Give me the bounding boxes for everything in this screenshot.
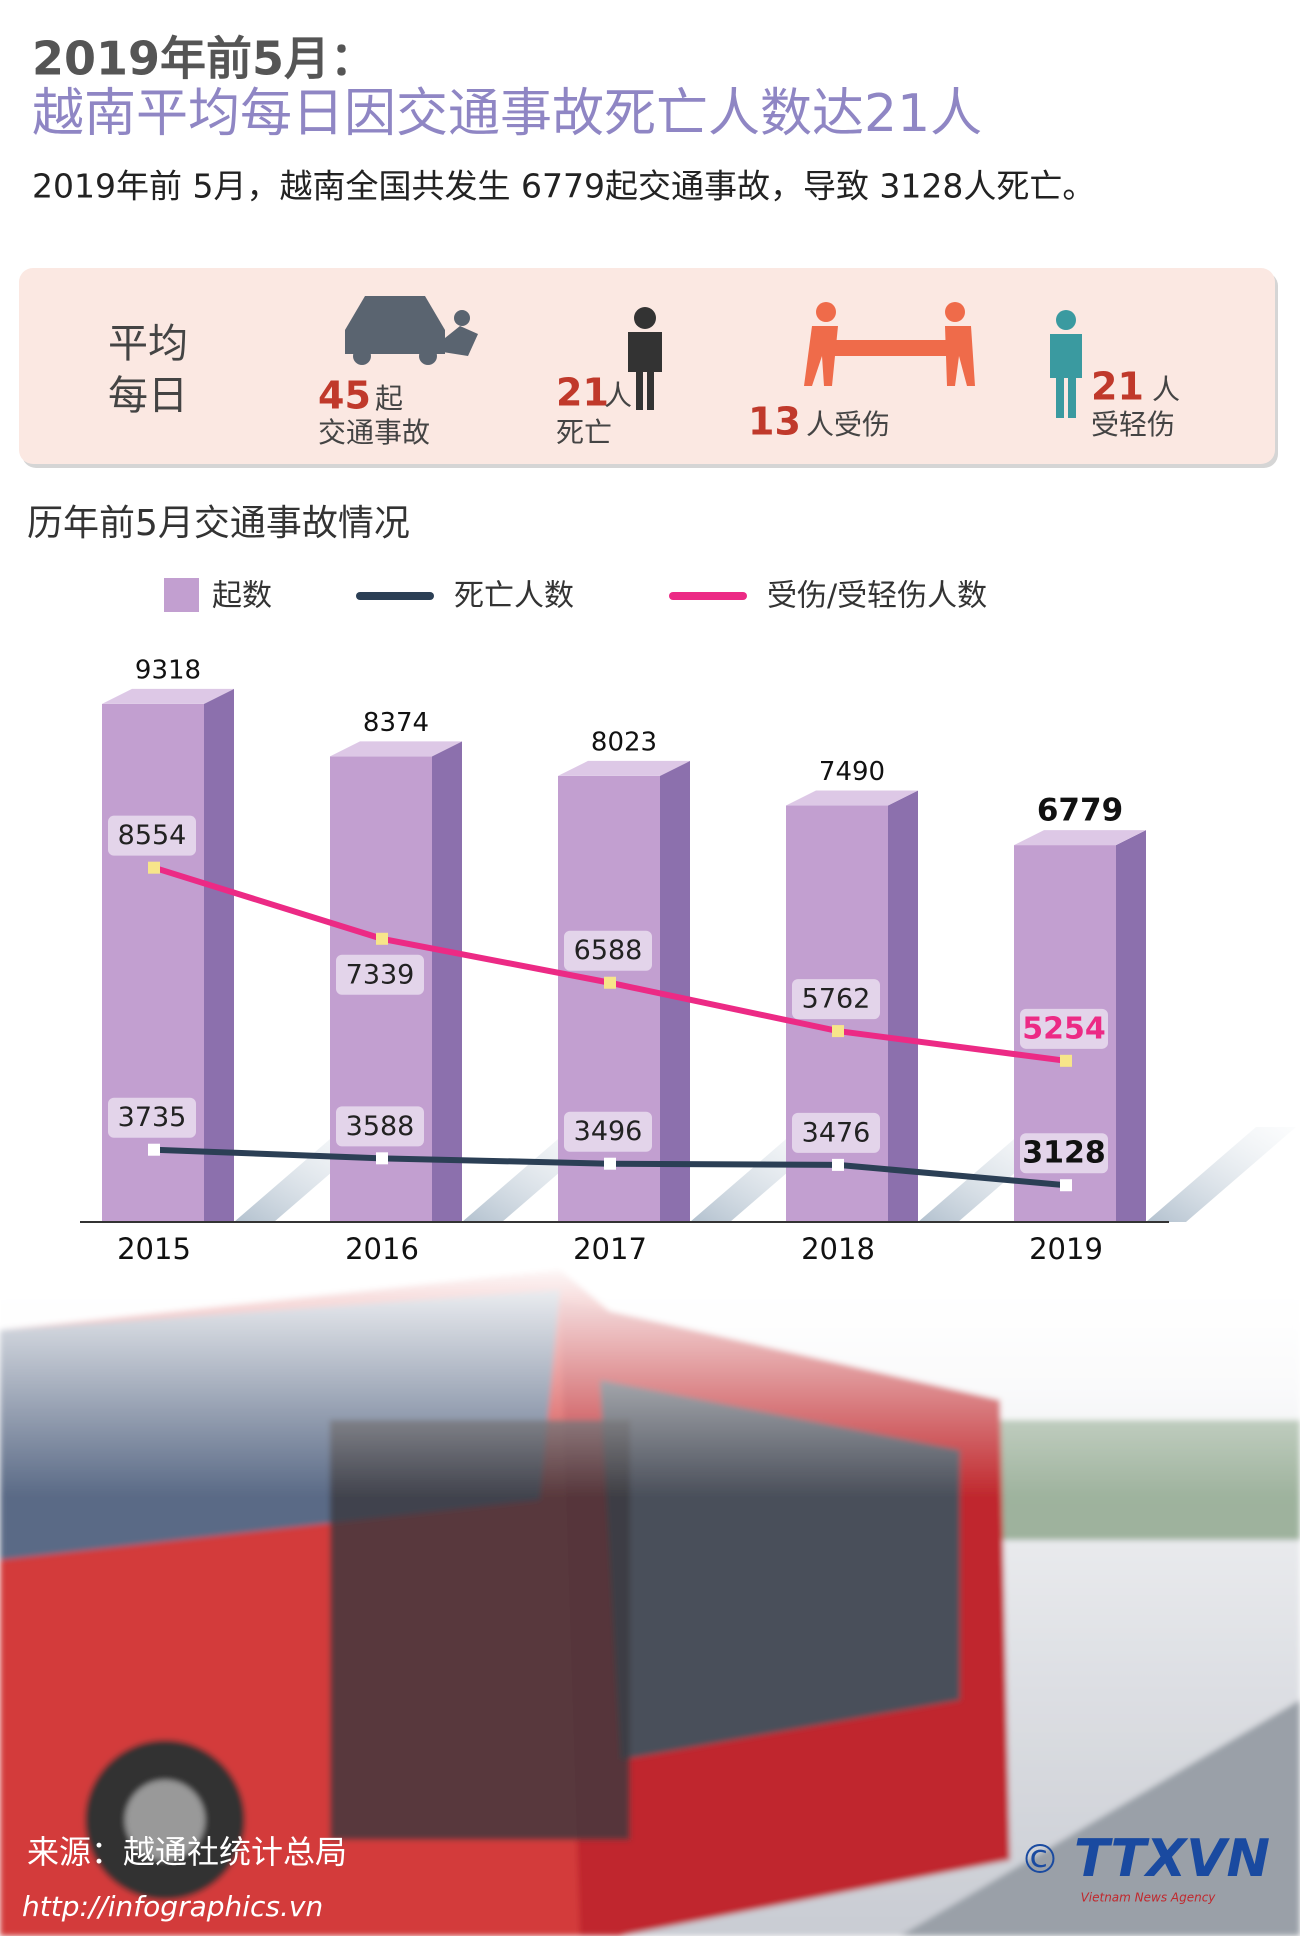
daily-label: 平均 — [108, 321, 188, 367]
bar-side — [204, 688, 234, 1222]
daily-unit: 人 — [1152, 373, 1180, 406]
x-tick-label: 2019 — [1029, 1232, 1103, 1266]
data-label: 3496 — [574, 1116, 643, 1147]
label-box — [564, 930, 652, 971]
daily-caption: 交通事故 — [318, 416, 430, 449]
photo — [0, 1260, 1300, 1936]
label-box — [792, 979, 880, 1020]
label-box — [336, 954, 424, 995]
point-marker — [604, 1157, 616, 1170]
daily-caption: 受轻伤 — [1091, 408, 1175, 441]
legend-label: 起数 — [212, 579, 272, 614]
data-label: 7339 — [346, 959, 415, 990]
point-marker — [376, 932, 388, 945]
label-box — [564, 1111, 652, 1152]
bar-top — [558, 760, 690, 776]
subtitle: 2019年前 5月，越南全国共发生 6779起交通事故，导致 3128人死亡。 — [32, 167, 1095, 206]
label-box — [1020, 1008, 1108, 1049]
data-label: 7490 — [819, 757, 885, 787]
daily-number: 13 — [748, 400, 801, 444]
point-marker — [376, 1152, 388, 1165]
bar-top — [1014, 830, 1146, 846]
data-label: 3735 — [118, 1102, 187, 1133]
data-label: 5762 — [802, 984, 871, 1015]
daily-number: 45 — [318, 374, 371, 418]
data-label: 3476 — [802, 1117, 871, 1148]
bar-side — [432, 741, 462, 1222]
data-label: 8374 — [363, 708, 429, 738]
url: http://infographics.vn — [22, 1890, 323, 1923]
point-marker — [832, 1025, 844, 1038]
title-line1: 2019年前5月： — [32, 32, 376, 86]
daily-number: 21 — [1091, 365, 1144, 409]
legend-swatch — [164, 578, 199, 612]
title-line2: 越南平均每日因交通事故死亡人数达21人 — [32, 84, 982, 144]
daily-unit: 起 — [375, 382, 403, 415]
copyright: © — [1020, 1837, 1060, 1883]
agency: Vietnam News Agency — [1081, 1891, 1217, 1905]
chart: 起数 死亡人数 受伤/受轻伤人数 9318 8374 8023 7490 6779 3735 35… — [80, 578, 1296, 1266]
daily-caption: 死亡 — [556, 416, 612, 449]
car-icon — [345, 296, 478, 365]
person-icon — [628, 307, 662, 410]
data-label: 5254 — [1022, 1011, 1106, 1046]
bar-side — [888, 790, 918, 1222]
label-box — [792, 1112, 880, 1153]
label-box — [108, 815, 196, 856]
label-box — [1020, 1133, 1108, 1174]
stretcher-icon — [804, 302, 975, 386]
source: 来源：越通社统计总局 — [27, 1833, 347, 1871]
bar-top — [786, 790, 918, 806]
point-marker — [1060, 1179, 1072, 1192]
bar-side — [660, 760, 690, 1222]
legend-label: 受伤/受轻伤人数 — [767, 579, 987, 614]
data-label: 8554 — [118, 820, 187, 851]
x-tick-label: 2018 — [801, 1232, 875, 1266]
data-label: 6588 — [574, 935, 643, 966]
point-marker — [1060, 1054, 1072, 1067]
bar-top — [330, 741, 462, 757]
chart-title: 历年前5月交通事故情况 — [27, 503, 410, 544]
bar-side — [1116, 830, 1146, 1222]
shadow — [1146, 1127, 1296, 1222]
daily-unit: 人受伤 — [806, 408, 890, 441]
legend-label: 死亡人数 — [454, 579, 574, 614]
x-tick-label: 2016 — [345, 1232, 419, 1266]
x-tick-label: 2017 — [573, 1232, 647, 1266]
bar — [558, 775, 660, 1222]
x-tick-label: 2015 — [117, 1232, 191, 1266]
point-marker — [832, 1158, 844, 1171]
injured-icon — [1050, 310, 1082, 418]
label-box — [108, 1097, 196, 1138]
point-marker — [148, 861, 160, 874]
data-label: 9318 — [135, 655, 201, 685]
bar-top — [102, 688, 234, 704]
daily-label: 每日 — [108, 373, 188, 419]
data-label: 6779 — [1037, 793, 1123, 829]
daily-number: 21 — [556, 371, 609, 415]
logo: TTXVN — [1074, 1829, 1270, 1889]
daily-unit: 人 — [604, 379, 632, 412]
data-label: 8023 — [591, 727, 657, 757]
data-label: 3128 — [1022, 1136, 1106, 1171]
point-marker — [148, 1143, 160, 1156]
data-label: 3588 — [346, 1111, 415, 1142]
label-box — [336, 1106, 424, 1147]
point-marker — [604, 976, 616, 989]
